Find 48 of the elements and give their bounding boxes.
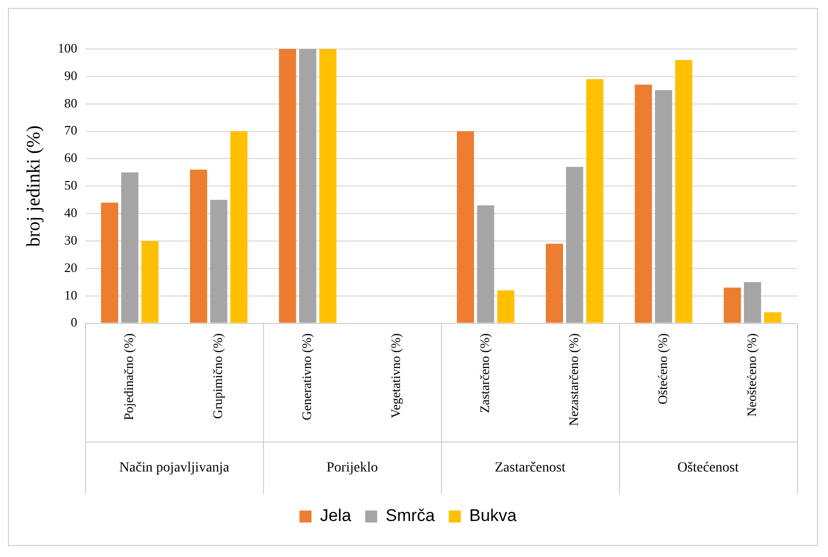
text: Zastarčenost xyxy=(494,460,566,476)
x-tick-label: Oštećeno (%) xyxy=(654,333,670,404)
x-tick-label: Grupimično (%) xyxy=(210,333,226,419)
bar xyxy=(210,200,228,323)
bar xyxy=(101,202,118,323)
x-tick-label: Vegetativno (%) xyxy=(388,333,404,418)
bar xyxy=(278,49,296,323)
x-tick-label: Pojedinačno (%) xyxy=(121,333,136,420)
bar xyxy=(456,131,474,323)
text: Oštećenost xyxy=(677,460,739,476)
bar xyxy=(675,60,692,323)
y-tick-label: 20 xyxy=(64,260,78,275)
bar xyxy=(299,49,316,323)
y-tick-label: 50 xyxy=(64,178,78,193)
bar xyxy=(724,288,741,323)
y-axis-title: broj jedinki (%) xyxy=(23,125,44,247)
bar xyxy=(546,244,563,323)
y-tick-label: 10 xyxy=(64,287,78,302)
y-tick-label: 100 xyxy=(58,40,78,56)
bar xyxy=(319,49,336,323)
bar xyxy=(634,84,652,323)
x-tick-label: Generativno (%) xyxy=(299,333,314,420)
bar xyxy=(477,205,494,323)
legend-label: Bukva xyxy=(469,506,518,526)
y-tick-label: 0 xyxy=(70,314,78,330)
bar xyxy=(121,172,138,323)
x-tick-label: Nezastarčeno (%) xyxy=(566,333,582,426)
y-tick-label: 60 xyxy=(64,150,78,166)
bar xyxy=(230,131,248,323)
text: Način pojavljivanja xyxy=(119,460,230,476)
legend-label: Jela xyxy=(320,506,352,526)
bar xyxy=(654,90,672,323)
y-tick-label: 70 xyxy=(64,122,78,138)
y-tick-label: 30 xyxy=(64,232,78,248)
y-tick-label: 80 xyxy=(64,95,78,110)
bar xyxy=(586,79,604,323)
y-tick-label: 40 xyxy=(64,204,78,220)
x-tick-label: Zastarčeno (%) xyxy=(477,333,492,414)
bar xyxy=(566,166,584,323)
text: Porijeklo xyxy=(326,460,378,476)
x-tick-label: Neoštećeno (%) xyxy=(744,333,759,417)
bar xyxy=(497,290,514,323)
bar xyxy=(141,240,159,323)
bar xyxy=(744,282,762,323)
bar xyxy=(190,170,208,323)
bar xyxy=(764,312,782,323)
y-tick-label: 90 xyxy=(64,68,78,83)
legend-label: Smrča xyxy=(386,506,436,526)
